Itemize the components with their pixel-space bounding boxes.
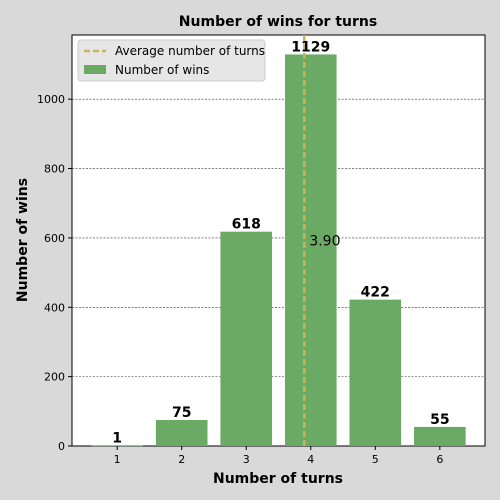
- bar: [220, 231, 273, 446]
- y-tick-label: 1000: [37, 93, 65, 106]
- bar: [284, 54, 337, 446]
- y-tick-label: 600: [44, 232, 65, 245]
- grid-layer: [72, 98, 485, 377]
- x-tick-label: 5: [372, 453, 379, 466]
- y-tick-label: 800: [44, 163, 65, 176]
- legend-box: [77, 39, 266, 82]
- y-tick-label: 200: [44, 371, 65, 384]
- plot-area: [71, 34, 486, 447]
- bar-value-label: 618: [232, 217, 261, 233]
- bar-value-label: 1: [112, 431, 122, 447]
- bar: [349, 299, 402, 446]
- x-tick-label: 3: [243, 453, 250, 466]
- legend-swatch-wins: [84, 65, 106, 74]
- bar: [91, 445, 143, 447]
- y-tick-label: 0: [58, 440, 65, 453]
- x-tick-label: 6: [436, 453, 443, 466]
- x-axis-label: Number of turns: [213, 471, 343, 487]
- y-tick-label: 400: [44, 301, 65, 314]
- chart-title: Number of wins for turns: [179, 14, 377, 30]
- legend-label-wins: Number of wins: [115, 63, 209, 77]
- x-tick-label: 1: [114, 453, 121, 466]
- bar: [414, 426, 466, 446]
- x-tick-label: 2: [178, 453, 185, 466]
- bar-value-label: 55: [430, 412, 449, 428]
- y-axis-label: Number of wins: [15, 178, 31, 302]
- x-ticks: 1 2 3 4 5 6: [114, 446, 443, 466]
- bar-value-label: 75: [172, 405, 191, 421]
- bars-layer: [91, 54, 466, 447]
- average-value-label: 3.90: [309, 234, 340, 250]
- average-line-layer: 3.90: [303, 35, 340, 446]
- y-ticks: 0 200 400 600 800 1000: [37, 93, 72, 453]
- data-labels-layer: 1 75 618 1129 422 55: [112, 39, 449, 446]
- bar-value-label: 422: [361, 285, 390, 301]
- bar: [155, 419, 208, 446]
- legend-label-average: Average number of turns: [115, 44, 265, 58]
- legend: Average number of turns Number of wins: [77, 39, 266, 82]
- x-tick-label: 4: [307, 453, 314, 466]
- bar-value-label: 1129: [291, 39, 330, 55]
